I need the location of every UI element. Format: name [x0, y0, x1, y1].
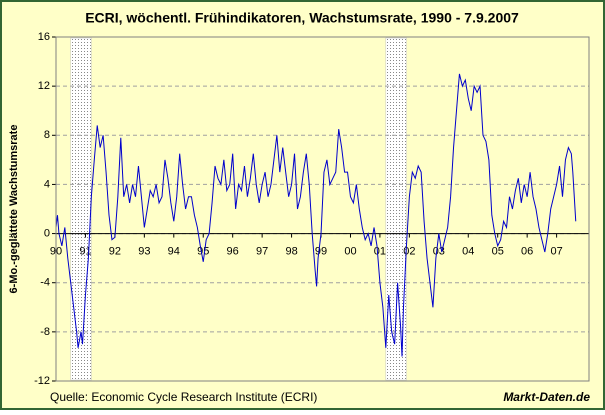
x-tick-label: 96 — [227, 245, 239, 257]
y-tick-label: 8 — [44, 129, 50, 141]
x-tick-label: 93 — [138, 245, 150, 257]
y-axis-label: 6-Mo.-geglättete Wachstumsrate — [8, 125, 20, 294]
x-tick-label: 05 — [492, 245, 504, 257]
plot-frame — [55, 36, 590, 382]
y-tick-label: 4 — [44, 178, 50, 190]
x-tick-label: 98 — [285, 245, 297, 257]
y-tick-label: 12 — [38, 80, 50, 92]
chart-title: ECRI, wöchentl. Frühindikatoren, Wachstu… — [85, 10, 519, 26]
x-tick-label: 97 — [256, 245, 268, 257]
x-tick-label: 95 — [197, 245, 209, 257]
y-tick-label: -8 — [40, 326, 50, 338]
x-tick-label: 03 — [433, 245, 445, 257]
x-tick-label: 02 — [403, 245, 415, 257]
x-tick-label: 07 — [550, 245, 562, 257]
brand: Markt-Daten.de — [503, 390, 590, 404]
recession-band — [70, 37, 92, 381]
y-tick-label: -12 — [34, 375, 50, 387]
y-tick-label: 16 — [38, 31, 50, 43]
x-tick-label: 94 — [168, 245, 180, 257]
y-tick-label: -4 — [40, 277, 50, 289]
data-line — [55, 73, 577, 357]
x-tick-label: 91 — [79, 245, 91, 257]
y-tick-label: 0 — [44, 227, 50, 239]
x-tick-label: 01 — [374, 245, 386, 257]
recession-band — [385, 37, 407, 381]
x-tick-label: 06 — [521, 245, 533, 257]
source: Quelle: Economic Cycle Research Institut… — [50, 390, 317, 404]
x-tick-label: 99 — [315, 245, 327, 257]
x-tick-label: 00 — [344, 245, 356, 257]
x-tick-label: 92 — [109, 245, 121, 257]
x-tick-label: 04 — [462, 245, 474, 257]
